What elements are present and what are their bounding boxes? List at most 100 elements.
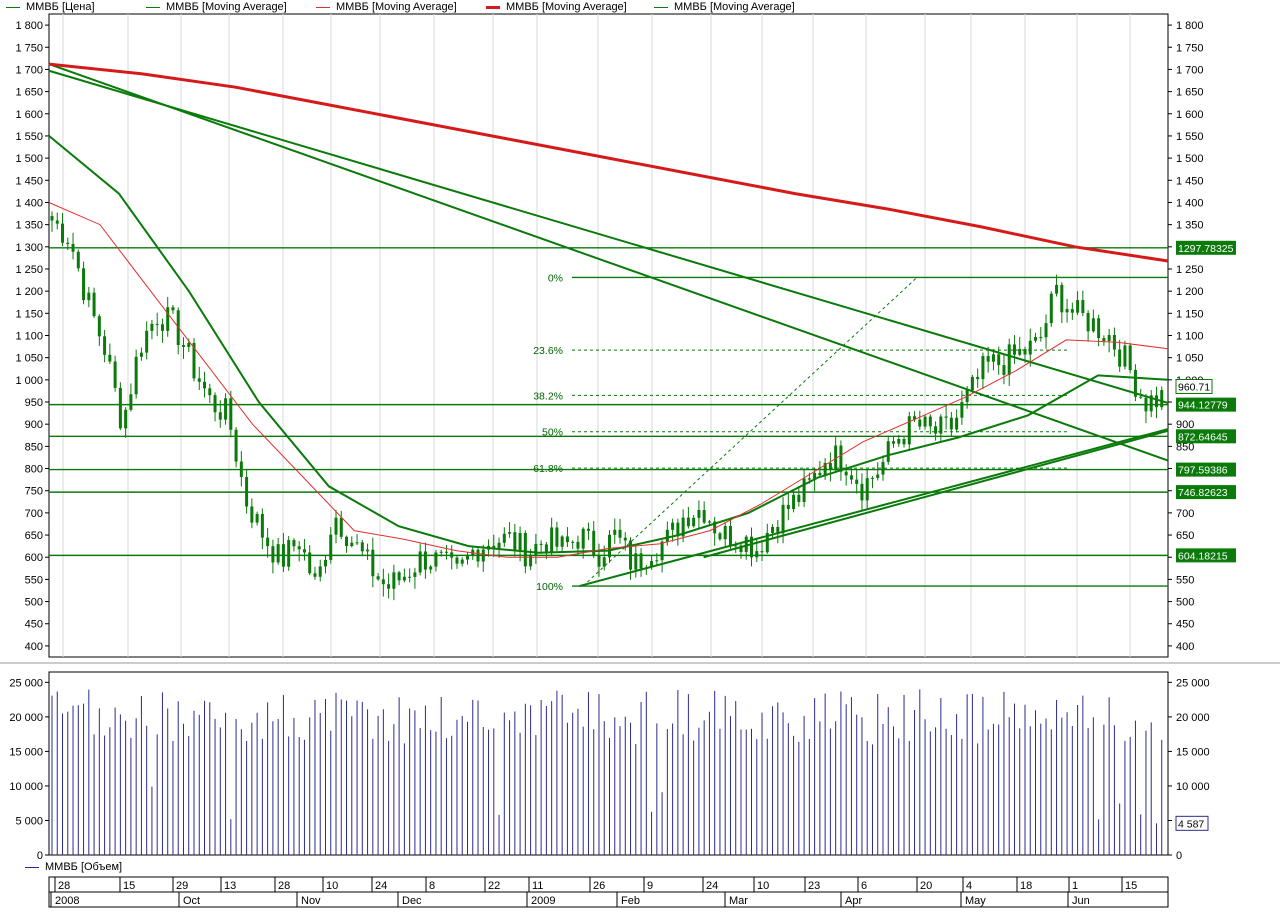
candle-body	[360, 542, 364, 552]
candle-body	[218, 412, 222, 420]
y-tick-label-right: 1 350	[1176, 220, 1204, 232]
y-tick-label-left: 1 600	[15, 109, 43, 121]
vol-tick-label-left: 5 000	[15, 815, 43, 827]
candle-body	[1012, 344, 1016, 355]
volume-legend[interactable]: ММВБ [Объем]	[25, 860, 122, 874]
candle-body	[544, 544, 548, 553]
y-tick-label-left: 750	[25, 486, 43, 498]
candle-body	[508, 532, 512, 534]
candle-body	[776, 526, 780, 534]
candle-body	[692, 517, 696, 527]
candle-body	[181, 345, 185, 347]
candle-body	[497, 542, 501, 549]
candle-body	[660, 541, 664, 561]
fibonacci-level-label: 23.6%	[533, 345, 563, 357]
y-tick-label-left: 1 000	[15, 375, 43, 387]
candle-body	[907, 416, 911, 445]
level-tag-box	[1176, 429, 1236, 444]
candle-body	[513, 532, 517, 551]
date-day-label: 10	[326, 880, 338, 892]
level-tag-label: 797.59386	[1178, 465, 1228, 477]
candle-body	[949, 417, 953, 430]
legend-item[interactable]: ММВБ [Цена]	[6, 0, 95, 14]
legend-item[interactable]: ММВБ [Moving Average]	[316, 0, 457, 14]
candle-body	[734, 545, 738, 547]
candle-body	[860, 483, 864, 501]
candle-body	[828, 462, 832, 470]
y-tick-label-left: 1 750	[15, 42, 43, 54]
y-tick-label-left: 1 100	[15, 331, 43, 343]
trendline	[703, 429, 1169, 559]
y-tick-label-left: 1 450	[15, 175, 43, 187]
candle-body	[155, 323, 159, 325]
candle-body	[797, 494, 801, 502]
candle-body	[1044, 323, 1048, 338]
candle-body	[260, 513, 264, 538]
candle-body	[639, 553, 643, 569]
candle-body	[1139, 396, 1143, 398]
legend-label: ММВБ [Moving Average]	[506, 1, 627, 13]
legend-item[interactable]: ММВБ [Moving Average]	[146, 0, 287, 14]
candle-body	[1091, 318, 1095, 332]
candle-body	[923, 416, 927, 427]
candle-body	[1076, 300, 1080, 313]
candle-body	[523, 532, 527, 567]
legend-swatch	[486, 6, 500, 9]
candle-body	[376, 576, 380, 580]
candle-body	[765, 532, 769, 553]
candle-body	[870, 477, 874, 479]
candle-body	[402, 576, 406, 581]
date-month-label: Dec	[402, 895, 422, 907]
candle-body	[744, 536, 748, 553]
candle-body	[550, 527, 554, 553]
y-tick-label-left: 900	[25, 419, 43, 431]
legend-item[interactable]: ММВБ [Moving Average]	[654, 0, 795, 14]
candle-body	[876, 474, 880, 478]
last-price-box	[1175, 378, 1213, 394]
date-month-label: Jun	[1072, 895, 1090, 907]
candle-body	[997, 354, 1001, 366]
candle-body	[208, 388, 212, 396]
candle-body	[160, 324, 164, 331]
candle-body	[818, 472, 822, 476]
candle-body	[276, 544, 280, 563]
candle-body	[602, 557, 606, 567]
candle-body	[1097, 318, 1101, 339]
candle-body	[981, 356, 985, 380]
candle-body	[1102, 338, 1106, 342]
vol-tick-label-right: 10 000	[1176, 781, 1210, 793]
volume-plot-frame	[48, 671, 1169, 856]
y-tick-label-left: 500	[25, 597, 43, 609]
candle-body	[539, 543, 543, 545]
candle-body	[881, 461, 885, 475]
fibonacci-level-label: 100%	[536, 581, 563, 593]
legend-item[interactable]: ММВБ [Moving Average]	[486, 0, 627, 14]
candle-body	[345, 536, 349, 547]
candle-body	[429, 566, 433, 570]
legend-swatch	[146, 7, 160, 8]
candle-body	[1049, 293, 1053, 324]
candle-body	[707, 521, 711, 523]
candle-body	[481, 549, 485, 562]
y-tick-label-left: 1 800	[15, 20, 43, 32]
candle-body	[686, 517, 690, 527]
candle-body	[1123, 345, 1127, 367]
candle-body	[713, 521, 717, 534]
candle-body	[823, 462, 827, 476]
y-tick-label-right: 900	[1176, 419, 1194, 431]
candle-body	[234, 429, 238, 462]
level-tag-box	[1176, 240, 1236, 255]
candle-body	[297, 546, 301, 550]
candle-body	[1160, 390, 1164, 408]
last-volume-box	[1175, 815, 1209, 831]
candle-body	[802, 478, 806, 502]
candle-body	[986, 356, 990, 362]
candle-body	[250, 506, 254, 523]
candle-body	[1086, 313, 1090, 332]
candle-body	[792, 494, 796, 510]
candle-body	[1055, 284, 1059, 294]
date-day-label: 29	[176, 880, 188, 892]
date-day-label: 28	[58, 880, 70, 892]
candle-body	[1034, 337, 1038, 341]
candle-body	[1039, 337, 1043, 339]
